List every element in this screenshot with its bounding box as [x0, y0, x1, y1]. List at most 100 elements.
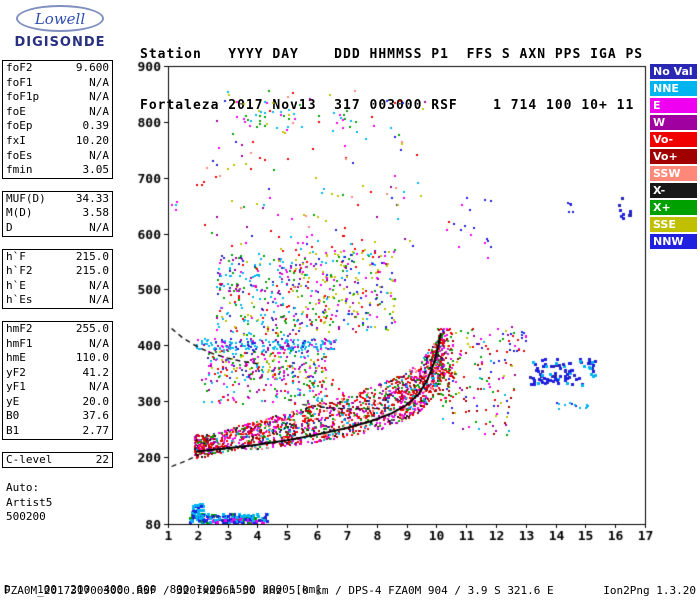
param-row: D N/A	[3, 221, 112, 236]
param-row: h`F 215.0	[3, 250, 112, 265]
ionogram-plot-canvas	[120, 50, 700, 550]
footer-tables: D 100 200 400 600 800 1000 1500 3000 [km…	[4, 556, 329, 600]
param-group: hmF2 255.0 hmF1 N/A hmE 110.0 yF2 41.2 yF1 N/A yE 2…	[2, 320, 113, 440]
param-label: Artist5	[6, 495, 53, 509]
param-label: foF1p	[6, 90, 40, 104]
param-row: M(D) 3.58	[3, 206, 112, 221]
param-value: 2.77	[82, 424, 110, 438]
param-row: fmin 3.05	[3, 163, 112, 178]
param-label: h`E	[6, 278, 26, 292]
param-row: B0 37.6	[3, 409, 112, 424]
param-row: fxI 10.20	[3, 134, 112, 149]
digisonde-logo-text: DIGISONDE	[14, 35, 106, 50]
param-row: h`E N/A	[3, 279, 112, 294]
legend-item-vo-: Vo-	[650, 132, 697, 147]
legend-item-sse: SSE	[650, 217, 697, 232]
param-row: C-level 22	[3, 453, 112, 468]
param-row: foEp 0.39	[3, 119, 112, 134]
param-value: 41.2	[82, 365, 110, 379]
param-row: Artist5	[3, 496, 112, 511]
param-label: hmE	[6, 351, 26, 365]
param-value: N/A	[89, 293, 109, 307]
param-label: fmin	[6, 163, 33, 177]
distance-row: D 100 200 400 600 800 1000 1500 3000 [km…	[4, 583, 322, 596]
param-row: B1 2.77	[3, 424, 112, 439]
param-label: 500200	[6, 510, 46, 524]
param-label: C-level	[6, 452, 53, 466]
param-group: Auto: Artist5 500200	[2, 480, 113, 527]
param-label: foE	[6, 104, 26, 118]
lowell-logo-text: Lowell	[34, 9, 86, 28]
program-version: Ion2Png 1.3.20	[603, 584, 696, 597]
param-group: C-level 22	[2, 451, 113, 469]
file-info-line: FZA0M_2017317003000.RSF / 320fx256h 50 k…	[4, 584, 696, 597]
param-label: D	[6, 220, 13, 234]
param-label: Auto:	[6, 481, 40, 495]
param-label: yE	[6, 394, 20, 408]
param-row: yE 20.0	[3, 395, 112, 410]
echo-direction-legend: No Val NNE E W Vo- Vo+ SSW X- X+ SSE NNW	[650, 64, 697, 251]
param-value: N/A	[89, 220, 109, 234]
param-row: h`Es N/A	[3, 293, 112, 308]
param-value: 3.58	[82, 206, 110, 220]
param-value: N/A	[89, 75, 109, 89]
param-value: 0.39	[82, 119, 110, 133]
legend-item-x-: X-	[650, 183, 697, 198]
param-label: foEs	[6, 148, 33, 162]
param-row: foEs N/A	[3, 149, 112, 164]
legend-item-nnw: NNW	[650, 234, 697, 249]
param-label: hmF1	[6, 336, 33, 350]
param-value: N/A	[89, 380, 109, 394]
param-row: foF1 N/A	[3, 76, 112, 91]
param-label: M(D)	[6, 206, 33, 220]
param-label: B0	[6, 409, 20, 423]
legend-item-vo+: Vo+	[650, 149, 697, 164]
param-value: 20.0	[82, 394, 110, 408]
param-value: 110.0	[75, 351, 109, 365]
legend-item-x+: X+	[650, 200, 697, 215]
param-value: 22	[95, 452, 109, 466]
param-label: yF1	[6, 380, 26, 394]
lowell-digisonde-logo: Lowell DIGISONDE	[8, 5, 112, 50]
param-label: h`F	[6, 249, 26, 263]
param-row: yF2 41.2	[3, 366, 112, 381]
parameters-panel: foF2 9.600 foF1 N/A foF1p N/A foE N/A foEp 0.39 fx…	[2, 60, 113, 538]
param-label: yF2	[6, 365, 26, 379]
param-row: hmE 110.0	[3, 351, 112, 366]
param-label: h`F2	[6, 264, 33, 278]
param-value: 215.0	[75, 249, 109, 263]
param-label: fxI	[6, 133, 26, 147]
param-label: hmF2	[6, 321, 33, 335]
param-label: MUF(D)	[6, 191, 46, 205]
param-row: Auto:	[3, 481, 112, 496]
legend-item-no-val: No Val	[650, 64, 697, 79]
param-label: foEp	[6, 119, 33, 133]
param-value: 10.20	[75, 133, 109, 147]
param-row: hmF2 255.0	[3, 322, 112, 337]
legend-item-e: E	[650, 98, 697, 113]
param-group: MUF(D) 34.33 M(D) 3.58 D N/A	[2, 190, 113, 237]
param-label: B1	[6, 424, 20, 438]
param-row: foF2 9.600	[3, 61, 112, 76]
param-label: h`Es	[6, 293, 33, 307]
param-value: N/A	[89, 90, 109, 104]
param-value: 37.6	[82, 409, 110, 423]
param-value: N/A	[89, 148, 109, 162]
param-row: yF1 N/A	[3, 380, 112, 395]
lowell-logo-ellipse: Lowell	[16, 5, 104, 32]
param-row: MUF(D) 34.33	[3, 192, 112, 207]
param-row: foE N/A	[3, 105, 112, 120]
param-value: 9.600	[75, 61, 109, 74]
legend-item-w: W	[650, 115, 697, 130]
param-row: h`F2 215.0	[3, 264, 112, 279]
param-label: foF2	[6, 61, 33, 74]
param-row: 500200	[3, 510, 112, 525]
param-value: 3.05	[82, 163, 110, 177]
param-group: h`F 215.0 h`F2 215.0 h`E N/A h`Es N/A	[2, 248, 113, 309]
param-value: 255.0	[75, 321, 109, 335]
legend-item-nne: NNE	[650, 81, 697, 96]
param-row: hmF1 N/A	[3, 337, 112, 352]
param-value: 215.0	[75, 264, 109, 278]
param-value: N/A	[89, 104, 109, 118]
